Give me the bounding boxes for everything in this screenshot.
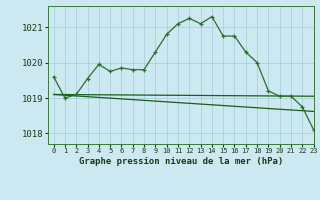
X-axis label: Graphe pression niveau de la mer (hPa): Graphe pression niveau de la mer (hPa) — [79, 157, 283, 166]
